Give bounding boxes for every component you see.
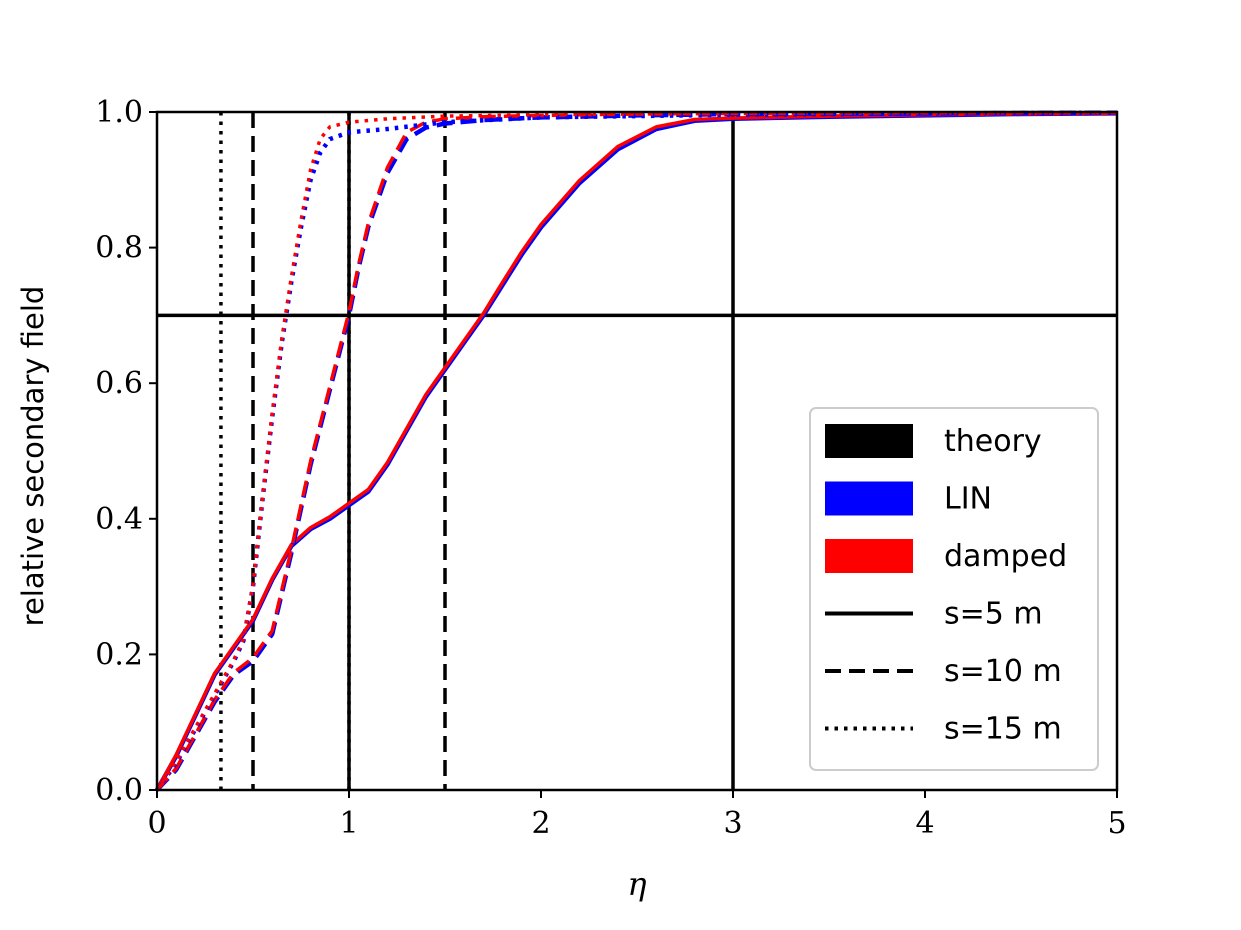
legend-label: s=10 m — [944, 654, 1062, 689]
y-tick-label: 0.8 — [95, 231, 143, 266]
legend: theory LIN damped s=5 m s=10 m s=15 m — [809, 407, 1099, 771]
x-tick-label: 5 — [1107, 806, 1126, 841]
legend-item: theory — [825, 424, 1042, 459]
y-tick-label: 0.2 — [95, 637, 143, 672]
theory-reference-lines — [157, 112, 1117, 790]
legend-item: damped — [825, 539, 1067, 574]
legend-item: LIN — [825, 481, 992, 517]
x-tick-label: 2 — [531, 806, 550, 841]
legend-label: LIN — [944, 482, 992, 517]
x-tick-label: 3 — [723, 806, 742, 841]
legend-label: s=15 m — [944, 712, 1062, 747]
legend-label: damped — [944, 539, 1067, 574]
legend-swatch — [825, 481, 913, 516]
plot-frame — [155, 110, 1119, 792]
y-tick-label: 1.0 — [95, 95, 143, 130]
x-axis-label: η — [627, 865, 646, 903]
x-axis: 0 1 2 3 4 5 — [147, 790, 1127, 841]
legend-swatch — [825, 424, 913, 458]
y-axis: 0.0 0.2 0.4 0.6 0.8 1.0 — [95, 95, 157, 808]
series-damped-dashed — [155, 110, 1117, 792]
x-tick-label: 4 — [915, 806, 934, 841]
series-layer — [155, 110, 1118, 792]
legend-label: s=5 m — [944, 597, 1043, 632]
legend-item: s=15 m — [825, 712, 1062, 747]
legend-label: theory — [944, 424, 1042, 459]
series-damped-solid — [155, 111, 1118, 791]
y-axis-label: relative secondary field — [16, 286, 50, 627]
y-tick-label: 0.4 — [95, 502, 143, 537]
y-tick-label: 0.6 — [95, 366, 143, 401]
x-tick-label: 0 — [147, 806, 166, 841]
legend-item: s=10 m — [825, 654, 1062, 689]
legend-swatch — [825, 539, 913, 573]
legend-item: s=5 m — [825, 597, 1043, 632]
y-tick-label: 0.0 — [95, 773, 143, 808]
x-tick-label: 1 — [339, 806, 358, 841]
